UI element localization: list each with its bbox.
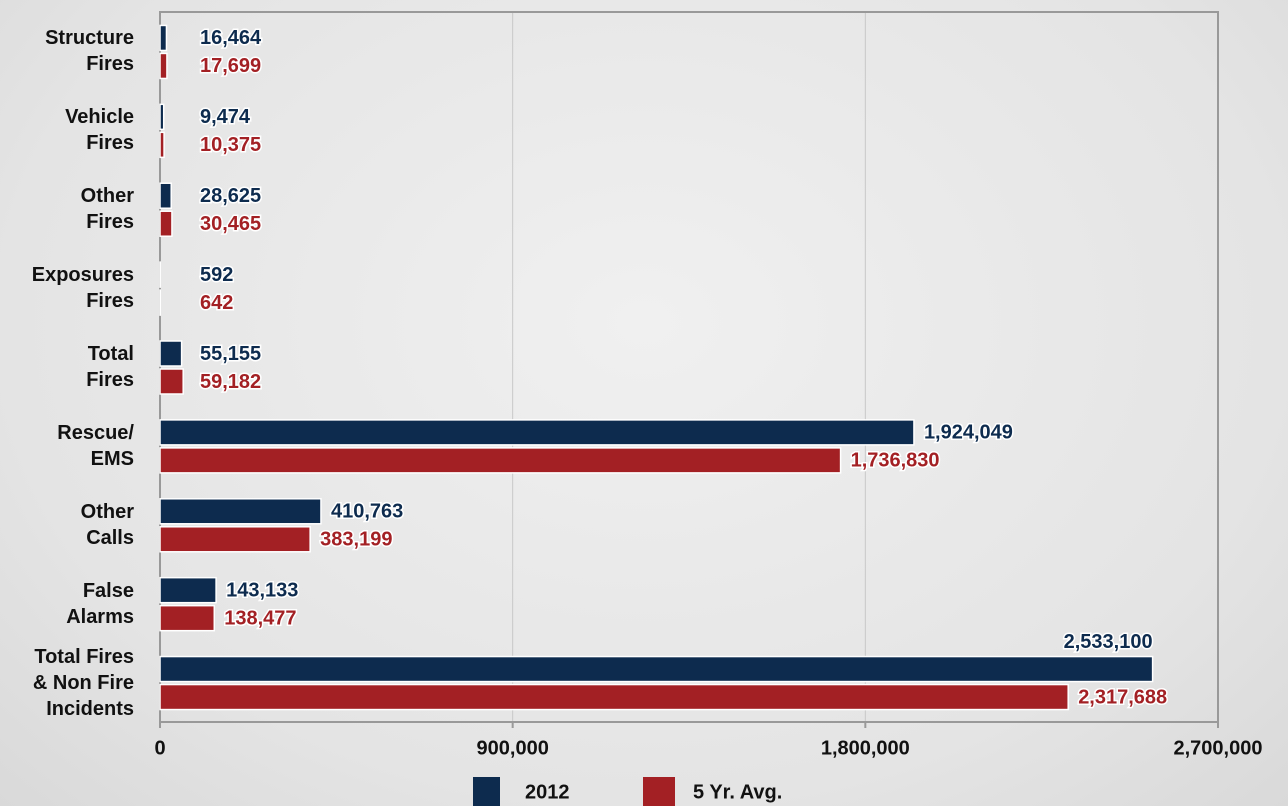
category-label: Total Fires & Non Fire Incidents [32, 645, 134, 720]
value-label: 9,474 [200, 106, 251, 128]
value-label: 143,133 [226, 579, 298, 601]
value-label: 410,763 [331, 501, 403, 523]
value-label: 2,533,100 [1064, 631, 1153, 653]
value-label: 2,317,688 [1078, 686, 1167, 708]
value-label: 1,736,830 [851, 450, 940, 472]
x-tick-label: 2,700,000 [1174, 737, 1263, 759]
bar [159, 526, 311, 553]
category-label: Other Calls [80, 500, 134, 549]
value-label: 592 [200, 264, 233, 286]
bar [159, 368, 184, 395]
value-label: 55,155 [200, 343, 261, 365]
plot-border [159, 11, 1219, 723]
legend-label: 5 Yr. Avg. [693, 781, 782, 803]
category-label: Other Fires [80, 185, 134, 234]
bar [159, 52, 168, 80]
x-tick-label: 0 [154, 737, 165, 759]
bar [159, 419, 915, 446]
legend-label: 2012 [525, 781, 570, 803]
value-label: 642 [200, 292, 233, 314]
value-label: 10,375 [200, 134, 261, 156]
bar [159, 498, 322, 525]
value-label: 59,182 [200, 371, 261, 393]
bar [159, 182, 172, 209]
category-label: Rescue/ EMS [57, 421, 134, 470]
category-label: Exposures Fires [31, 264, 134, 313]
bar [159, 655, 1154, 683]
category-label: Vehicle Fires [65, 106, 134, 155]
category-label: Structure Fires [45, 27, 134, 76]
category-label: Total Fires [86, 343, 134, 391]
value-label: 17,699 [200, 55, 261, 77]
value-label: 16,464 [200, 27, 262, 49]
x-tick-label: 900,000 [477, 737, 549, 759]
category-label: False Alarms [66, 579, 134, 628]
bar [159, 103, 165, 131]
bar [159, 447, 842, 474]
value-label: 383,199 [320, 529, 392, 551]
bar [159, 24, 168, 52]
bar [159, 131, 165, 159]
legend-swatch [473, 777, 500, 806]
bar [159, 683, 1069, 711]
value-label: 28,625 [200, 185, 261, 207]
x-tick-label: 1,800,000 [821, 737, 910, 759]
bar [159, 340, 183, 367]
bar [159, 576, 217, 604]
bar [159, 210, 173, 237]
legend-swatch [643, 777, 675, 806]
value-label: 138,477 [224, 607, 296, 629]
value-label: 1,924,049 [924, 422, 1013, 444]
value-label: 30,465 [200, 213, 261, 235]
bar [159, 604, 216, 632]
